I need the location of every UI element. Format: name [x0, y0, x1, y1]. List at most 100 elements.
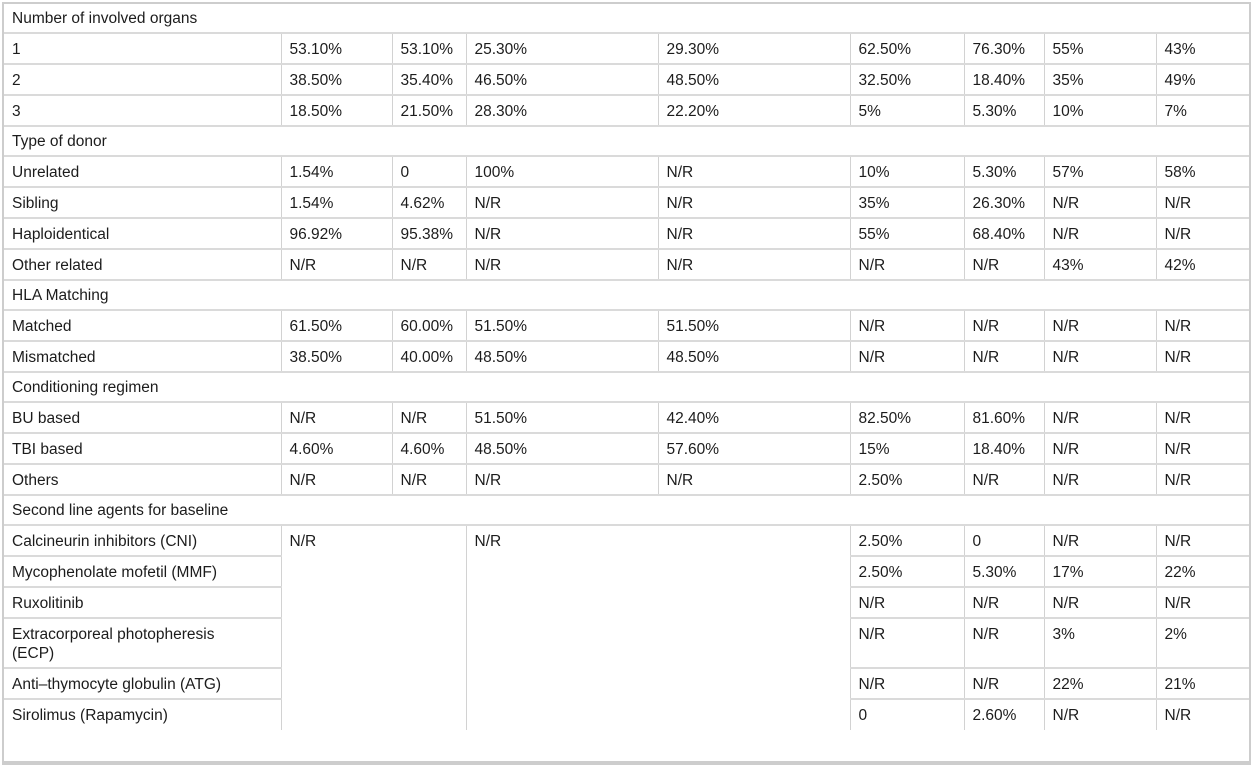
section-header: Conditioning regimen — [4, 371, 1250, 402]
value-cell: N/R — [658, 155, 851, 187]
value-cell: 42.40% — [658, 401, 851, 433]
value-cell: 38.50% — [281, 63, 393, 95]
value-cell: 3% — [1044, 617, 1157, 668]
value-cell: 53.10% — [281, 32, 393, 64]
value-cell: 0 — [964, 524, 1045, 556]
value-cell: N/R — [392, 401, 467, 433]
table-row: Anti–thymocyte globulin (ATG) N/R N/R 22% 21… — [4, 667, 1250, 699]
value-cell: 4.62% — [392, 186, 467, 218]
patient-characteristics-table: Number of involved organs 1 53.10% 53.10% 25… — [4, 4, 1250, 730]
table-row: TBI based 4.60% 4.60% 48.50% 57.60% 15% 18.40%… — [4, 432, 1250, 464]
value-cell: 10% — [850, 155, 965, 187]
value-cell: 43% — [1156, 32, 1250, 64]
value-cell: 0 — [392, 155, 467, 187]
row-label: 2 — [4, 63, 282, 95]
value-cell: N/R — [281, 463, 393, 495]
value-cell: N/R — [1044, 463, 1157, 495]
row-label: Sibling — [4, 186, 282, 218]
value-cell: 21% — [1156, 667, 1250, 699]
value-cell: 4.60% — [392, 432, 467, 464]
value-cell: 81.60% — [964, 401, 1045, 433]
value-cell: N/R — [1044, 524, 1157, 556]
value-cell: 4.60% — [281, 432, 393, 464]
value-cell: N/R — [850, 667, 965, 699]
table-row: Unrelated 1.54% 0 100% N/R 10% 5.30% 57% 58% — [4, 155, 1250, 187]
value-cell: N/R — [964, 340, 1045, 372]
value-cell: 5.30% — [964, 555, 1045, 587]
value-cell: N/R — [658, 463, 851, 495]
value-cell: N/R — [466, 186, 659, 218]
value-cell: N/R — [1044, 309, 1157, 341]
value-cell: N/R — [964, 586, 1045, 618]
value-cell: 10% — [1044, 94, 1157, 126]
value-cell: 32.50% — [850, 63, 965, 95]
value-cell: N/R — [1044, 217, 1157, 249]
value-cell: N/R — [1156, 698, 1250, 730]
value-cell: 51.50% — [466, 309, 659, 341]
value-cell: 96.92% — [281, 217, 393, 249]
value-cell: N/R — [281, 401, 393, 433]
value-cell: 0 — [850, 698, 965, 730]
table-row: 3 18.50% 21.50% 28.30% 22.20% 5% 5.30% 10% 7% — [4, 94, 1250, 126]
value-cell: 5.30% — [964, 94, 1045, 126]
value-cell: N/R — [964, 463, 1045, 495]
row-label: Mycophenolate mofetil (MMF) — [4, 555, 282, 587]
section-header-row: Type of donor — [4, 125, 1250, 156]
section-header: Type of donor — [4, 125, 1250, 156]
value-cell: 38.50% — [281, 340, 393, 372]
value-cell: 82.50% — [850, 401, 965, 433]
value-cell: N/R — [466, 217, 659, 249]
table-row: Others N/R N/R N/R N/R 2.50% N/R N/R N/R — [4, 463, 1250, 495]
merged-value-cell: N/R — [466, 524, 851, 730]
table-row: Extracorporeal photopheresis (ECP) N/R N/R… — [4, 617, 1250, 668]
value-cell: 1.54% — [281, 155, 393, 187]
value-cell: 46.50% — [466, 63, 659, 95]
value-cell: N/R — [1156, 217, 1250, 249]
value-cell: 35% — [1044, 63, 1157, 95]
row-label: Extracorporeal photopheresis (ECP) — [4, 617, 282, 668]
section-header-row: Conditioning regimen — [4, 371, 1250, 402]
value-cell: 42% — [1156, 248, 1250, 280]
value-cell: N/R — [392, 248, 467, 280]
value-cell: 48.50% — [466, 340, 659, 372]
value-cell: N/R — [850, 586, 965, 618]
value-cell: 5% — [850, 94, 965, 126]
value-cell: 5.30% — [964, 155, 1045, 187]
value-cell: 28.30% — [466, 94, 659, 126]
value-cell: N/R — [850, 340, 965, 372]
value-cell: 22.20% — [658, 94, 851, 126]
value-cell: 53.10% — [392, 32, 467, 64]
row-label: Haploidentical — [4, 217, 282, 249]
value-cell: N/R — [1044, 186, 1157, 218]
value-cell: N/R — [1044, 698, 1157, 730]
row-label: 3 — [4, 94, 282, 126]
value-cell: 22% — [1044, 667, 1157, 699]
table-row: 1 53.10% 53.10% 25.30% 29.30% 62.50% 76.30% 55%… — [4, 32, 1250, 64]
value-cell: N/R — [658, 186, 851, 218]
row-label: Sirolimus (Rapamycin) — [4, 698, 282, 730]
value-cell: 18.50% — [281, 94, 393, 126]
value-cell: 17% — [1044, 555, 1157, 587]
value-cell: N/R — [964, 309, 1045, 341]
value-cell: N/R — [964, 617, 1045, 668]
value-cell: N/R — [964, 248, 1045, 280]
value-cell: 7% — [1156, 94, 1250, 126]
value-cell: N/R — [1156, 340, 1250, 372]
row-label: Others — [4, 463, 282, 495]
value-cell: N/R — [1156, 524, 1250, 556]
table-row: Ruxolitinib N/R N/R N/R N/R — [4, 586, 1250, 618]
row-label: 1 — [4, 32, 282, 64]
value-cell: 61.50% — [281, 309, 393, 341]
value-cell: 62.50% — [850, 32, 965, 64]
value-cell: N/R — [1044, 586, 1157, 618]
value-cell: 22% — [1156, 555, 1250, 587]
section-header-row: HLA Matching — [4, 279, 1250, 310]
section-header: HLA Matching — [4, 279, 1250, 310]
row-label: Ruxolitinib — [4, 586, 282, 618]
value-cell: 29.30% — [658, 32, 851, 64]
value-cell: N/R — [392, 463, 467, 495]
table-row: 2 38.50% 35.40% 46.50% 48.50% 32.50% 18.40% 35%… — [4, 63, 1250, 95]
value-cell: 43% — [1044, 248, 1157, 280]
value-cell: 60.00% — [392, 309, 467, 341]
